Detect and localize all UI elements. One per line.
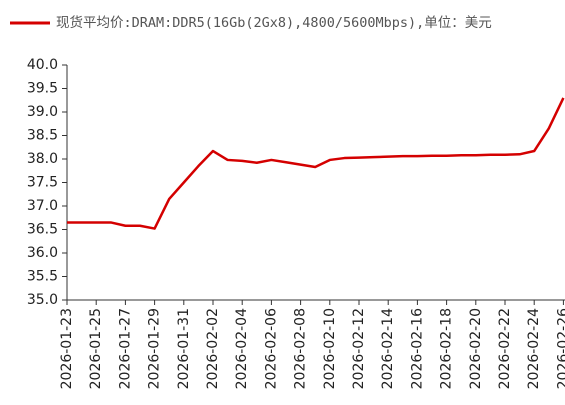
y-tick-label: 39.5 xyxy=(27,81,58,97)
y-tick-label: 37.0 xyxy=(27,198,58,214)
x-tick-label: 2026-02-06 xyxy=(263,308,279,389)
x-tick-label: 2026-01-27 xyxy=(117,308,133,389)
legend-label: 现货平均价:DRAM:DDR5(16Gb(2Gx8),4800/5600Mbps… xyxy=(56,15,492,31)
x-tick-label: 2026-02-14 xyxy=(380,308,396,389)
y-tick-label: 37.5 xyxy=(27,175,58,191)
y-tick-label: 35.5 xyxy=(27,269,58,285)
x-tick-label: 2026-02-20 xyxy=(468,308,484,389)
y-tick-label: 38.0 xyxy=(27,151,58,167)
x-tick-label: 2026-02-08 xyxy=(293,308,309,389)
x-tick-label: 2026-02-24 xyxy=(526,308,542,389)
y-tick-label: 39.0 xyxy=(27,104,58,120)
y-tick-label: 36.5 xyxy=(27,222,58,238)
x-tick-label: 2026-02-04 xyxy=(234,308,250,389)
x-tick-label: 2026-02-16 xyxy=(409,308,425,389)
y-tick-label: 40.0 xyxy=(27,57,58,73)
x-tick-label: 2026-01-31 xyxy=(176,308,192,389)
x-tick-label: 2026-01-29 xyxy=(147,308,163,389)
x-tick-label: 2026-02-02 xyxy=(205,308,221,389)
x-tick-label: 2026-02-18 xyxy=(439,308,455,389)
x-tick-label: 2026-01-25 xyxy=(88,308,104,389)
data-line xyxy=(67,97,565,230)
x-tick-label: 2026-01-23 xyxy=(59,308,75,389)
y-tick-label: 36.0 xyxy=(27,245,58,261)
x-tick-label: 2026-02-10 xyxy=(322,308,338,389)
x-tick-label: 2026-02-22 xyxy=(497,308,513,389)
y-tick-label: 38.5 xyxy=(27,128,58,144)
x-tick-label: 2026-02-26 xyxy=(555,308,565,389)
y-tick-label: 35.0 xyxy=(27,292,58,308)
x-tick-label: 2026-02-12 xyxy=(351,308,367,389)
